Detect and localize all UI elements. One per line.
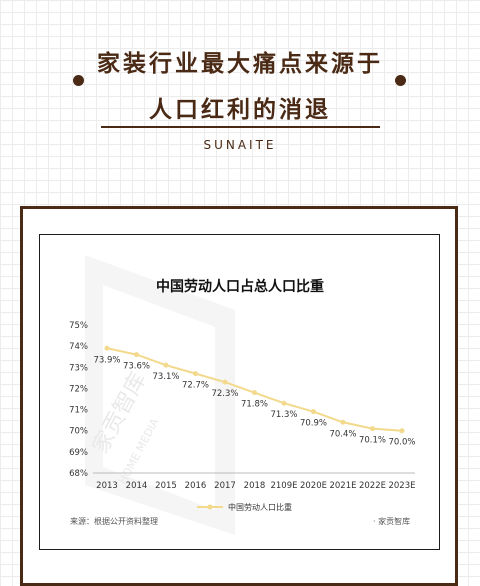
page-title-line-2: 人口红利的消退 — [149, 97, 331, 123]
y-axis: 68% 69% 70% 71% 72% 73% 74% 75% — [69, 321, 88, 479]
data-point — [370, 426, 375, 432]
data-point — [252, 390, 257, 396]
data-label: 70.9% — [300, 419, 327, 429]
source-note: 来源：根据公开资料整理 — [70, 517, 158, 526]
data-point — [281, 400, 287, 406]
title-divider — [101, 126, 380, 128]
x-tick-label: 2014 — [126, 481, 148, 491]
data-label: 73.6% — [123, 362, 150, 372]
line-chart: 68% 69% 70% 71% 72% 73% 74% 75% 2013 2014 2015 201… — [69, 321, 416, 512]
x-tick-label: 2023E — [388, 481, 415, 491]
data-label: 71.8% — [241, 400, 268, 410]
x-tick-label: 2017 — [214, 481, 236, 491]
data-point — [340, 419, 346, 425]
data-point — [163, 362, 169, 368]
y-tick-label: 74% — [69, 342, 88, 352]
x-tick-label: 2020E — [300, 481, 327, 491]
brand-label: SUNAITE — [203, 138, 277, 152]
y-tick-label: 69% — [69, 448, 88, 458]
x-tick-label: 2013 — [96, 481, 118, 491]
data-point — [222, 379, 228, 385]
y-tick-label: 71% — [69, 406, 88, 416]
data-label: 70.4% — [329, 429, 356, 439]
series-line — [106, 347, 403, 432]
y-tick-label: 70% — [69, 427, 88, 437]
data-point — [311, 409, 316, 415]
data-label: 70.0% — [388, 438, 415, 448]
page-title-line-1: 家装行业最大痛点来源于 — [97, 51, 383, 77]
x-axis: 2013 2014 2015 2016 2017 2018 2109E 2020E 2021E 2… — [96, 481, 415, 491]
data-point — [193, 371, 198, 377]
data-point — [399, 428, 405, 434]
chart-title: 中国劳动人口占总人口比重 — [156, 279, 324, 295]
y-tick-label: 75% — [69, 321, 88, 331]
x-tick-label: 2109E — [270, 481, 297, 491]
x-tick-label: 2022E — [359, 481, 386, 491]
header: 家装行业最大痛点来源于 人口红利的消退 SUNAITE — [0, 0, 480, 200]
x-tick-label: 2016 — [185, 481, 207, 491]
legend-label: 中国劳动人口比重 — [228, 502, 292, 512]
data-points: 73.9%73.6%73.1%72.7%72.3%71.8%71.3%70.9%… — [93, 345, 416, 448]
data-label: 73.1% — [152, 372, 179, 382]
data-label: 72.7% — [182, 381, 209, 391]
data-label: 70.1% — [359, 436, 386, 446]
data-label: 72.3% — [211, 389, 238, 399]
legend-marker — [207, 504, 213, 510]
x-tick-label: 2021E — [329, 481, 356, 491]
left-dot-ornament — [73, 75, 84, 86]
data-point — [104, 345, 110, 351]
right-dot-ornament — [395, 75, 406, 86]
data-point — [134, 352, 139, 358]
y-tick-label: 72% — [69, 384, 88, 394]
source-brand: · 家贡智库 — [373, 517, 411, 526]
y-tick-label: 68% — [69, 469, 88, 479]
watermark-inner — [103, 285, 215, 510]
legend: 中国劳动人口比重 — [197, 502, 292, 512]
x-tick-label: 2015 — [155, 481, 177, 491]
x-tick-label: 2018 — [244, 481, 266, 491]
y-tick-label: 73% — [69, 363, 88, 373]
watermark-logo: 家贡智库 HOME MEDIA — [85, 255, 235, 535]
data-label: 71.3% — [270, 410, 297, 420]
data-label: 73.9% — [93, 355, 120, 365]
